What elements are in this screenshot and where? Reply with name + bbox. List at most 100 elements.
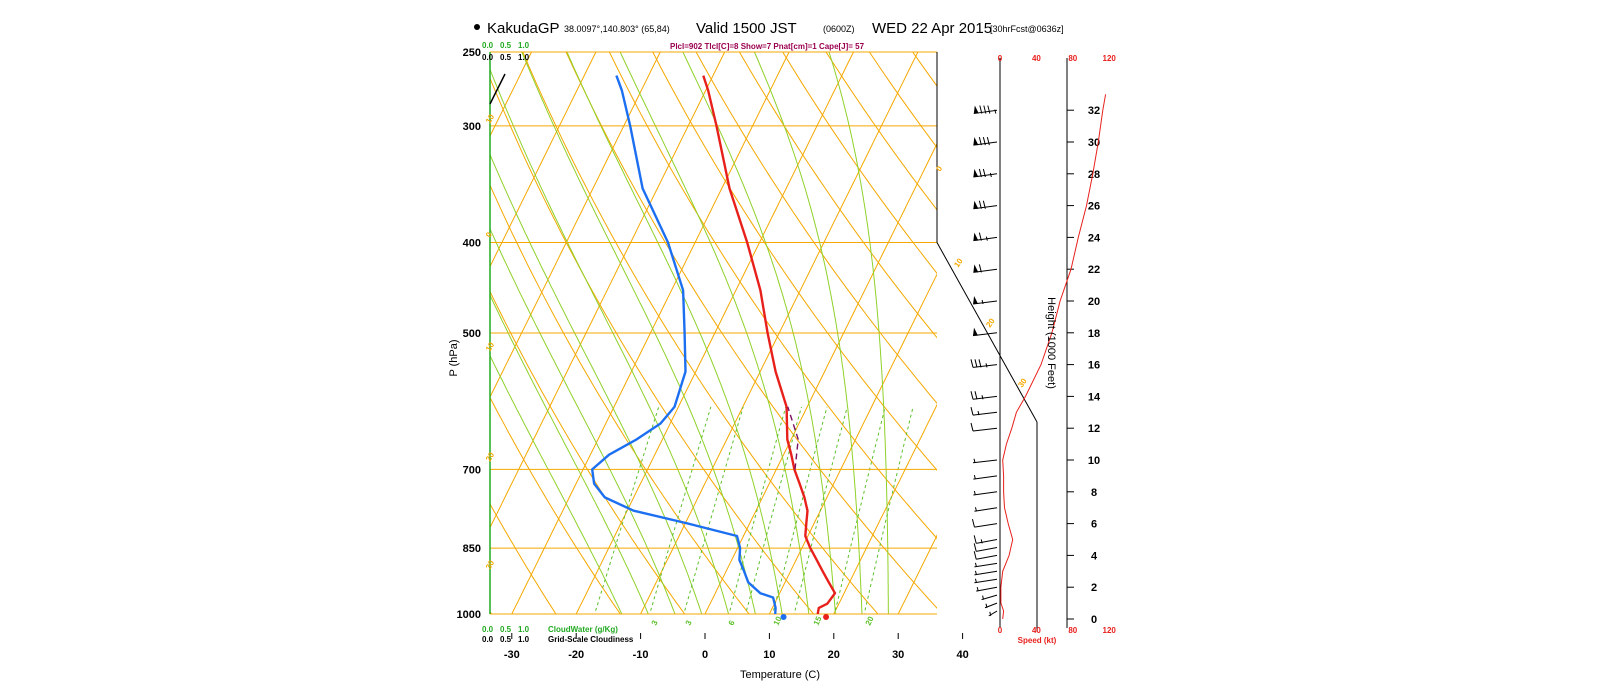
- wind-barb-pennant: [973, 137, 979, 146]
- dry-adiabat-label: 10: [484, 112, 497, 125]
- valid-date: WED 22 Apr 2015: [872, 20, 992, 37]
- dry-adiabat-line: [868, 52, 937, 149]
- dry-adiabat-line: [1244, 36, 1600, 634]
- wind-barb-shaft: [976, 586, 998, 592]
- speed-tick-label-bottom: 120: [1103, 626, 1117, 635]
- height-tick-label: 8: [1091, 487, 1097, 499]
- wind-barb: [988, 610, 998, 617]
- sounding-series: [591, 75, 837, 614]
- mixing-ratio-label: 6: [727, 619, 737, 627]
- wind-barb-shaft: [974, 507, 998, 512]
- moist-adiabat-line: [682, 52, 837, 614]
- utc-time: (0600Z): [823, 24, 855, 34]
- wind-barb-half-feather: [976, 586, 979, 592]
- moist-adiabat-label: 20: [984, 316, 997, 329]
- wind-barb: [973, 474, 998, 480]
- dry-adiabat-line: [565, 52, 937, 609]
- isotherm-line: [511, 52, 790, 614]
- speed-tick-label-top: 40: [1032, 54, 1041, 63]
- temperature-line: [702, 75, 837, 614]
- height-tick-label: 32: [1088, 105, 1100, 117]
- dry-adiabat-line: [1030, 36, 1600, 634]
- moist-adiabat-line: [828, 52, 889, 614]
- height-axis-title: Height (1000 Feet): [1045, 297, 1057, 389]
- moist-adiabat-line: [490, 153, 703, 614]
- mixing-ratio-label: 15: [812, 614, 824, 626]
- wind-barb-full-feather: [986, 137, 990, 146]
- wind-barb-full-feather: [970, 359, 974, 368]
- height-tick-label: 16: [1088, 360, 1100, 372]
- wind-barb-half-feather: [980, 539, 983, 544]
- wind-barb-full-feather: [983, 105, 987, 114]
- wind-barb: [973, 535, 998, 544]
- wind-barb-full-feather: [978, 168, 982, 178]
- height-tick-label: 18: [1088, 328, 1100, 340]
- dry-adiabat-label: 10: [484, 340, 497, 353]
- wind-barb: [970, 391, 998, 400]
- mixing-ratio-line: [834, 406, 886, 614]
- height-tick-label: 14: [1088, 391, 1101, 403]
- height-tick-label: 4: [1091, 550, 1098, 562]
- wind-barb: [970, 422, 998, 432]
- wind-barb-half-feather: [974, 507, 977, 512]
- dry-adiabat-line: [1158, 36, 1600, 634]
- wind-barb-full-feather: [973, 543, 977, 552]
- wind-barb-full-feather: [974, 391, 978, 400]
- cloud-scale-tick-bottom-green: 0.0: [482, 625, 494, 634]
- isotherm-line: [768, 273, 937, 614]
- temperature-tick-label: -30: [504, 649, 520, 661]
- wind-barb-half-feather: [989, 611, 992, 617]
- height-tick-label: 10: [1088, 455, 1100, 467]
- wind-barb-half-feather: [973, 490, 976, 496]
- valid-time: Valid 1500 JST: [696, 20, 797, 37]
- isotherm-line: [490, 52, 726, 529]
- pressure-tick-label: 250: [463, 47, 481, 59]
- dry-adiabat-line: [1201, 36, 1600, 634]
- wind-barb: [972, 327, 998, 337]
- wind-barb-half-feather: [985, 603, 988, 608]
- temperature-tick-label: -10: [633, 649, 649, 661]
- moist-adiabat-line: [753, 52, 863, 614]
- speed-tick-label-bottom: 40: [1032, 626, 1041, 635]
- wind-barb-shaft: [974, 562, 998, 568]
- wind-barb-pennant: [973, 232, 979, 241]
- height-tick-label: 24: [1088, 232, 1101, 244]
- wind-barb-full-feather: [970, 391, 974, 400]
- wind-barb: [973, 105, 998, 115]
- moist-adiabat-line: [490, 294, 649, 614]
- parcel-line: [787, 406, 799, 470]
- dry-adiabat-line: [490, 396, 621, 614]
- wind-barb-full-feather: [982, 137, 986, 146]
- wind-barb-pennant: [973, 264, 979, 273]
- speed-axis-title: Speed (kt): [1018, 636, 1057, 645]
- speed-tick-label-top: 0: [998, 54, 1003, 63]
- isotherm-line: [490, 52, 661, 399]
- wind-barb-half-feather: [973, 458, 976, 463]
- wind-speed-profile-line: [1000, 94, 1107, 620]
- height-tick-label: 26: [1088, 201, 1100, 213]
- isotherm-line: [833, 403, 937, 614]
- wind-barb: [974, 570, 998, 576]
- pressure-tick-label: 850: [463, 543, 481, 555]
- wind-barb-shaft: [976, 554, 998, 560]
- pressure-tick-label: 300: [463, 121, 481, 133]
- tropopause-border-line: [936, 242, 1038, 423]
- mixing-ratio-line: [594, 406, 660, 614]
- dry-adiabat-line: [490, 76, 815, 614]
- wind-barb-pennant: [973, 327, 978, 336]
- wind-barb-full-feather: [973, 551, 977, 560]
- wind-barb-shaft: [974, 570, 998, 576]
- wind-barb: [973, 490, 998, 496]
- dry-adiabat-line: [608, 52, 937, 540]
- chart-title: KakudaGP 38.0097°,140.803° (65,84) Valid…: [474, 20, 1064, 37]
- wind-barb: [972, 458, 998, 464]
- cloud-scale-tick-bottom-black: 1.0: [518, 635, 530, 644]
- wind-barb-pennant: [973, 295, 979, 304]
- station-coords: 38.0097°,140.803° (65,84): [564, 24, 670, 34]
- wind-barb-shaft: [976, 546, 998, 552]
- wind-barb: [971, 519, 998, 528]
- temperature-tick-label: 40: [956, 649, 968, 661]
- surface-temperature-marker: [823, 614, 830, 620]
- cloud-scale-tick-bottom-black: 0.5: [500, 635, 512, 644]
